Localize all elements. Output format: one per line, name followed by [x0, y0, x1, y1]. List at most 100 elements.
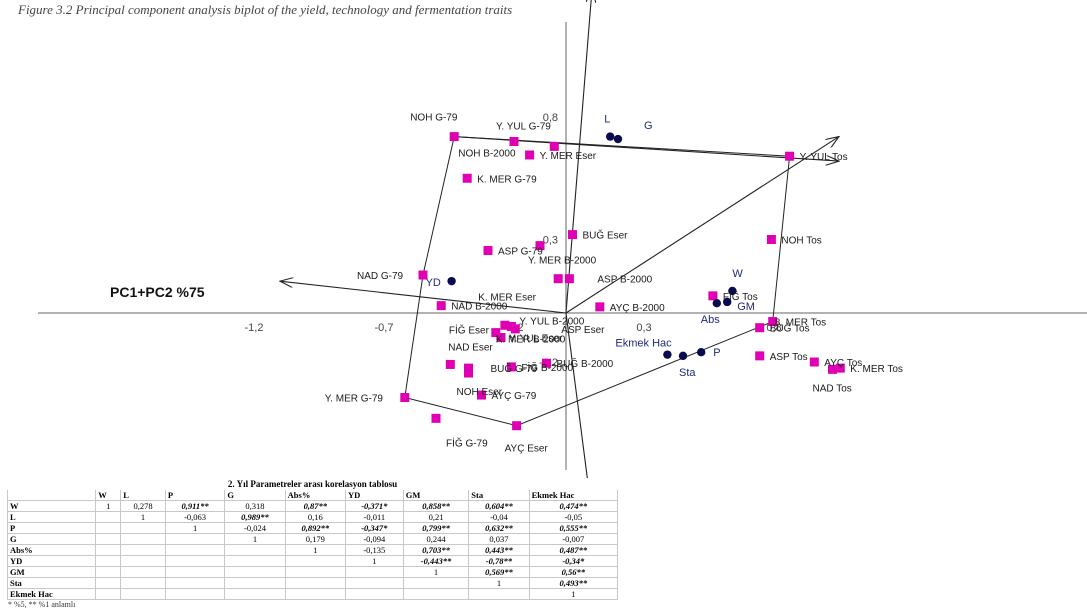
x-tick-label: -1,2 — [245, 322, 264, 334]
table-cell: -0,78** — [468, 555, 530, 567]
genotype-point — [449, 132, 459, 142]
table-cell — [120, 588, 166, 600]
genotype-label: K. MER Eser — [478, 293, 536, 304]
genotype-point — [828, 364, 837, 374]
correlation-table: 2. Yıl Parametreler arası korelasyon tab… — [6, 478, 619, 600]
table-cell — [164, 555, 226, 567]
table-row: P 1 -0,024 0,892** -0,347* 0,799** 0,632** 0,55… — [6, 522, 619, 534]
table-cell — [468, 588, 530, 600]
genotype-point — [766, 235, 776, 244]
genotype-point — [835, 363, 845, 373]
table-cell — [224, 588, 286, 600]
genotype-label: Y. MER G-79 — [325, 394, 384, 405]
table-cell: -0,34* — [528, 555, 619, 567]
table-row: G 1 0,179 -0,094 0,244 0,037 -0,007 — [6, 533, 619, 545]
table-cell: -0,007 — [528, 533, 619, 545]
genotype-point — [785, 151, 795, 161]
y-tick-label: 0,3 — [543, 235, 558, 247]
genotype-point — [755, 323, 765, 333]
genotype-point — [549, 141, 559, 151]
genotype-label: NAD G-79 — [357, 271, 404, 282]
genotype-label: ASP B-2000 — [597, 275, 652, 286]
table-cell: 0,569** — [468, 566, 530, 578]
table-cell: -0,347* — [344, 522, 404, 534]
genotype-point — [755, 351, 765, 361]
table-row: GM 1 0,569** 0,56** — [6, 566, 619, 578]
table-row: Abs% 1 -0,135 0,703** 0,443** 0,487** — [6, 544, 619, 556]
trait-point — [723, 297, 732, 307]
table-note: * %5, ** %1 anlamlı — [8, 600, 76, 609]
table-cell: 0,892** — [284, 522, 346, 534]
trait-point — [447, 276, 456, 286]
trait-point — [697, 348, 706, 357]
genotype-point — [445, 359, 455, 369]
table-cell: -0,04 — [468, 511, 530, 523]
axis-arrow — [565, 137, 839, 314]
table-cell: 1 — [468, 577, 530, 589]
table-cell: -0,371* — [344, 500, 404, 512]
genotype-label: NOH G-79 — [410, 113, 458, 124]
genotype-label: Y. YUL G-79 — [496, 122, 551, 133]
genotype-label: Y. MER Eser — [540, 151, 597, 162]
genotype-point — [464, 368, 473, 378]
table-row-header: P — [6, 522, 97, 534]
genotype-point — [525, 150, 535, 160]
table-cell — [224, 555, 286, 567]
trait-point — [728, 286, 737, 296]
table-cell: 0,443** — [468, 544, 530, 556]
genotype-point — [400, 393, 410, 403]
table-cell — [344, 566, 404, 578]
table-cell — [284, 577, 346, 589]
genotype-point — [500, 320, 510, 330]
trait-label: L — [604, 114, 610, 126]
table-cell: 0,21 — [402, 511, 470, 523]
table-cell: 0,179 — [284, 533, 346, 545]
genotype-label: FİĞ B-2000 — [521, 361, 573, 374]
genotype-point — [418, 270, 428, 280]
trait-label: Ekmek Hac — [615, 338, 672, 350]
table-cell: 1 — [224, 533, 286, 545]
table-column-header: W — [95, 489, 122, 501]
table-cell: 0,87** — [284, 500, 346, 512]
table-column-header — [6, 489, 97, 501]
genotype-point — [708, 291, 718, 301]
table-header-row: W L P G Abs% YD GM Sta Ekmek Hac — [6, 489, 619, 501]
genotype-label: FİĞ G-79 — [446, 436, 488, 449]
table-cell: -0,063 — [164, 511, 226, 523]
table-cell: 0,632** — [468, 522, 530, 534]
x-tick-label: 0,3 — [636, 322, 651, 334]
genotype-label: BUĞ B-2000 — [557, 357, 614, 370]
trait-label: W — [732, 268, 743, 280]
table-cell — [224, 544, 286, 556]
table-row-header: Sta — [6, 577, 97, 589]
table-row-header: Abs% — [6, 544, 97, 556]
genotype-label: FİĞ Eser — [449, 323, 490, 336]
table-row: W 1 0,278 0,911** 0,318 0,87** -0,371* 0,858** 0… — [6, 500, 619, 512]
data-points — [400, 132, 845, 431]
table-column-header: Sta — [468, 489, 530, 501]
genotype-label: K. MER B-2000 — [496, 335, 566, 346]
table-column-header: Ekmek Hac — [528, 489, 619, 501]
genotype-point — [568, 230, 577, 240]
table-row: L 1 -0,063 0,989** 0,16 -0,011 0,21 -0,04 -0,05 — [6, 511, 619, 523]
table-cell: -0,443** — [402, 555, 470, 567]
table-cell: 1 — [344, 555, 404, 567]
genotype-label: NOH Eser — [457, 387, 503, 398]
table-cell — [344, 588, 404, 600]
genotype-point — [477, 390, 486, 400]
trait-point — [606, 132, 615, 141]
table-cell: 1 — [120, 511, 166, 523]
table-cell: -0,011 — [344, 511, 404, 523]
genotype-label: Y. YUL B-2000 — [519, 316, 584, 327]
table-cell — [284, 555, 346, 567]
table-cell: -0,135 — [344, 544, 404, 556]
axes-layer — [38, 22, 1087, 470]
table-cell — [95, 544, 122, 556]
table-cell — [95, 522, 122, 534]
genotype-label: BUĞ Eser — [583, 229, 629, 242]
table-column-header: Abs% — [284, 489, 346, 501]
table-body: W 1 0,278 0,911** 0,318 0,87** -0,371* 0,858** 0… — [6, 500, 619, 600]
genotype-label: 8. MER Tos — [775, 318, 827, 329]
point-labels: NOH G-79 Y. YUL G-79 NOH B-2000 Y. MER Eser… — [325, 113, 903, 455]
